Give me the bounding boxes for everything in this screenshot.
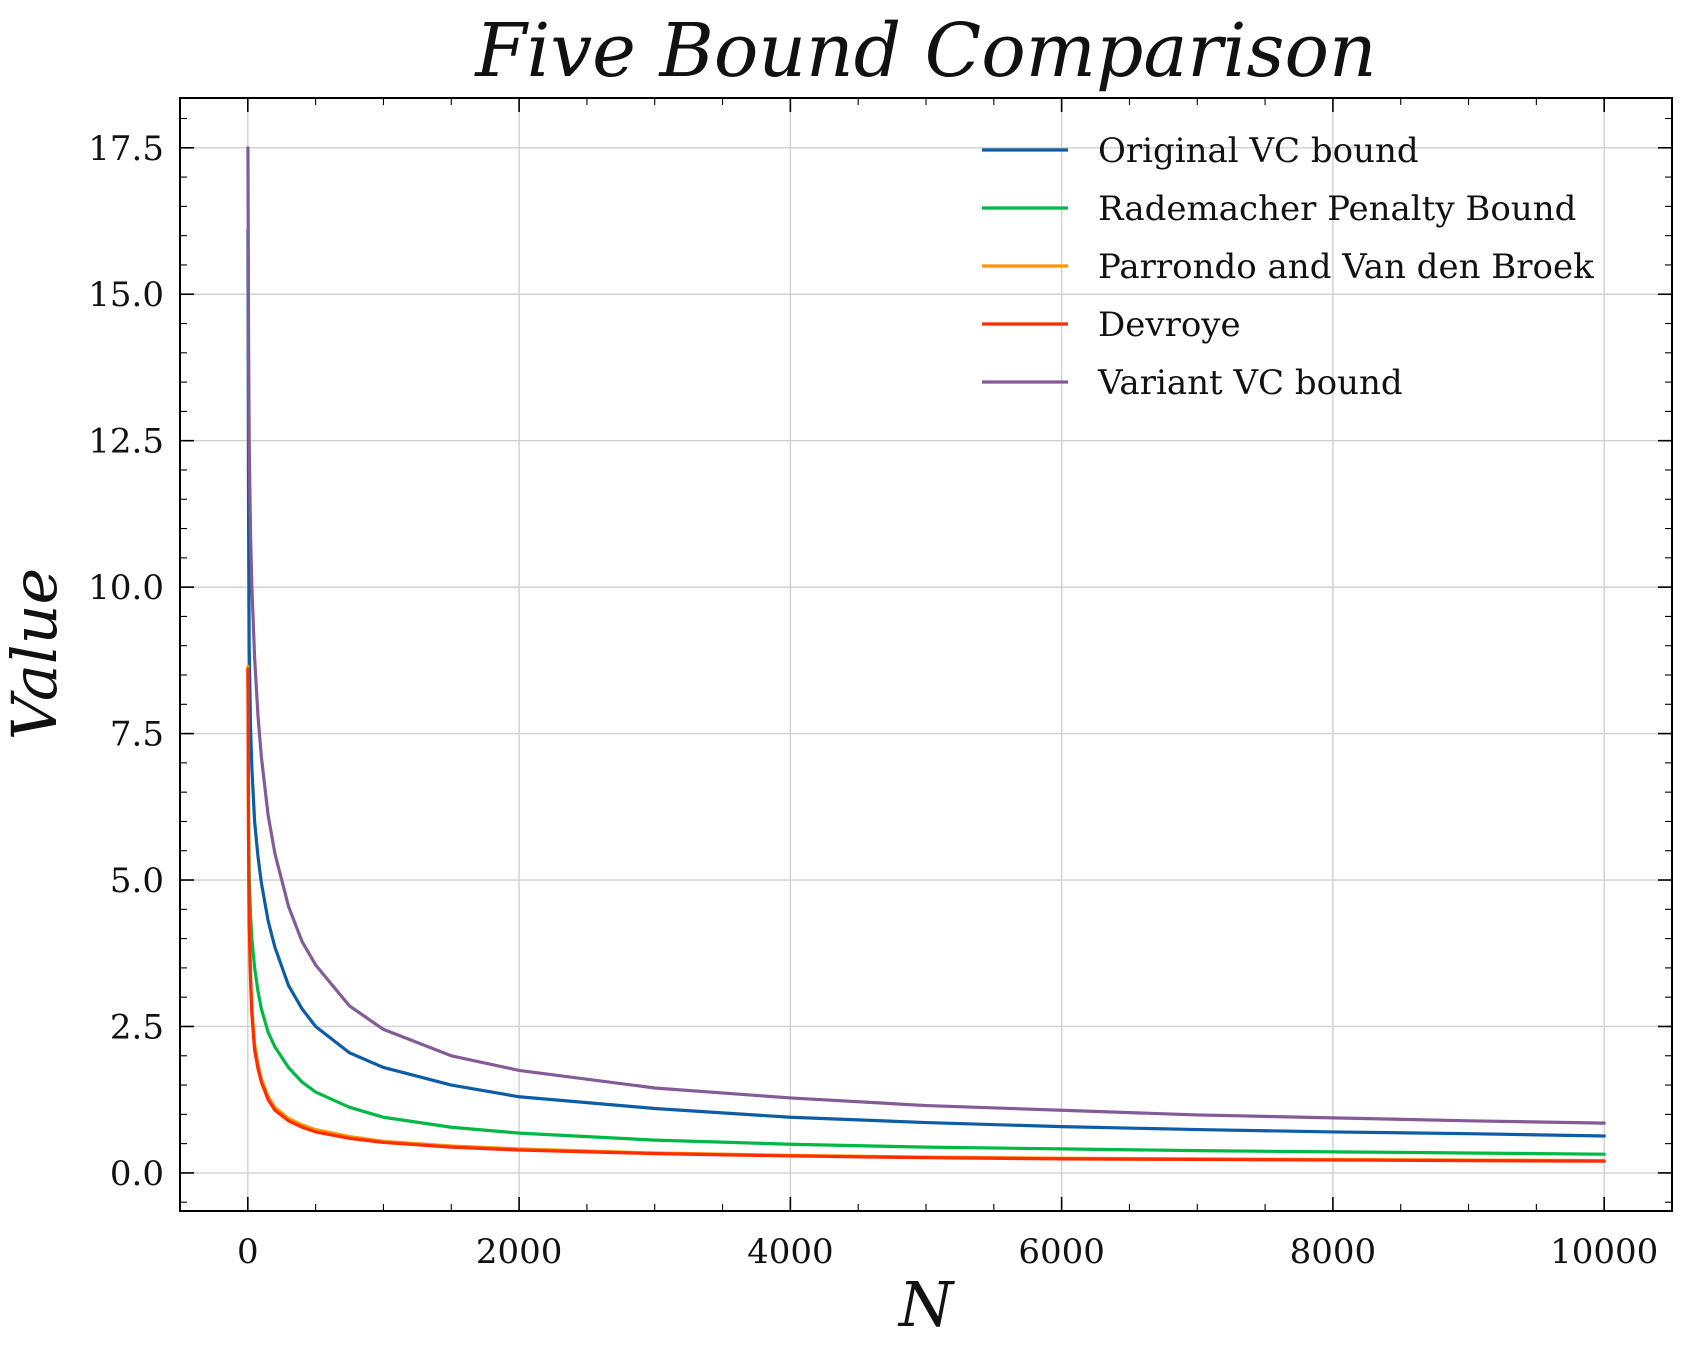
y-tick-label: 15.0 bbox=[88, 275, 164, 315]
series-line-devroye bbox=[246, 667, 1606, 1163]
axis-ticks bbox=[179, 98, 1673, 1211]
y-tick-labels: 0.0 2.5 5.0 7.5 10.0 12.5 15.0 17.5 bbox=[88, 129, 164, 1194]
series-line-variant-vc-bound bbox=[246, 146, 1606, 1125]
series-line-original-vc-bound bbox=[246, 228, 1606, 1138]
grid bbox=[180, 98, 1672, 1211]
x-tick-label: 4000 bbox=[747, 1232, 834, 1272]
x-axis-title: N bbox=[897, 1268, 956, 1341]
y-tick-label: 12.5 bbox=[88, 422, 164, 462]
x-tick-label: 2000 bbox=[476, 1232, 563, 1272]
y-axis-title: Value bbox=[0, 568, 71, 741]
series-line-rademacher-penalty-bound bbox=[246, 667, 1606, 1156]
y-tick-label: 2.5 bbox=[110, 1007, 164, 1047]
x-tick-label: 0 bbox=[237, 1232, 259, 1272]
chart-title: Five Bound Comparison bbox=[473, 8, 1376, 94]
y-tick-label: 17.5 bbox=[88, 129, 164, 169]
legend-label: Rademacher Penalty Bound bbox=[1098, 189, 1576, 229]
legend-label: Variant VC bound bbox=[1097, 363, 1403, 403]
legend: Original VC bound Rademacher Penalty Boun… bbox=[982, 131, 1594, 403]
y-tick-label: 7.5 bbox=[110, 715, 164, 755]
legend-label: Original VC bound bbox=[1098, 131, 1419, 171]
x-tick-label: 6000 bbox=[1018, 1232, 1105, 1272]
legend-label: Devroye bbox=[1098, 305, 1241, 345]
y-tick-label: 0.0 bbox=[110, 1154, 164, 1194]
legend-label: Parrondo and Van den Broek bbox=[1098, 247, 1594, 287]
series-lines bbox=[246, 146, 1606, 1163]
x-tick-label: 8000 bbox=[1290, 1232, 1377, 1272]
y-tick-label: 10.0 bbox=[88, 568, 164, 608]
x-tick-labels: 0 2000 4000 6000 8000 10000 bbox=[237, 1232, 1658, 1272]
x-tick-label: 10000 bbox=[1550, 1232, 1658, 1272]
y-tick-label: 5.0 bbox=[110, 861, 164, 901]
